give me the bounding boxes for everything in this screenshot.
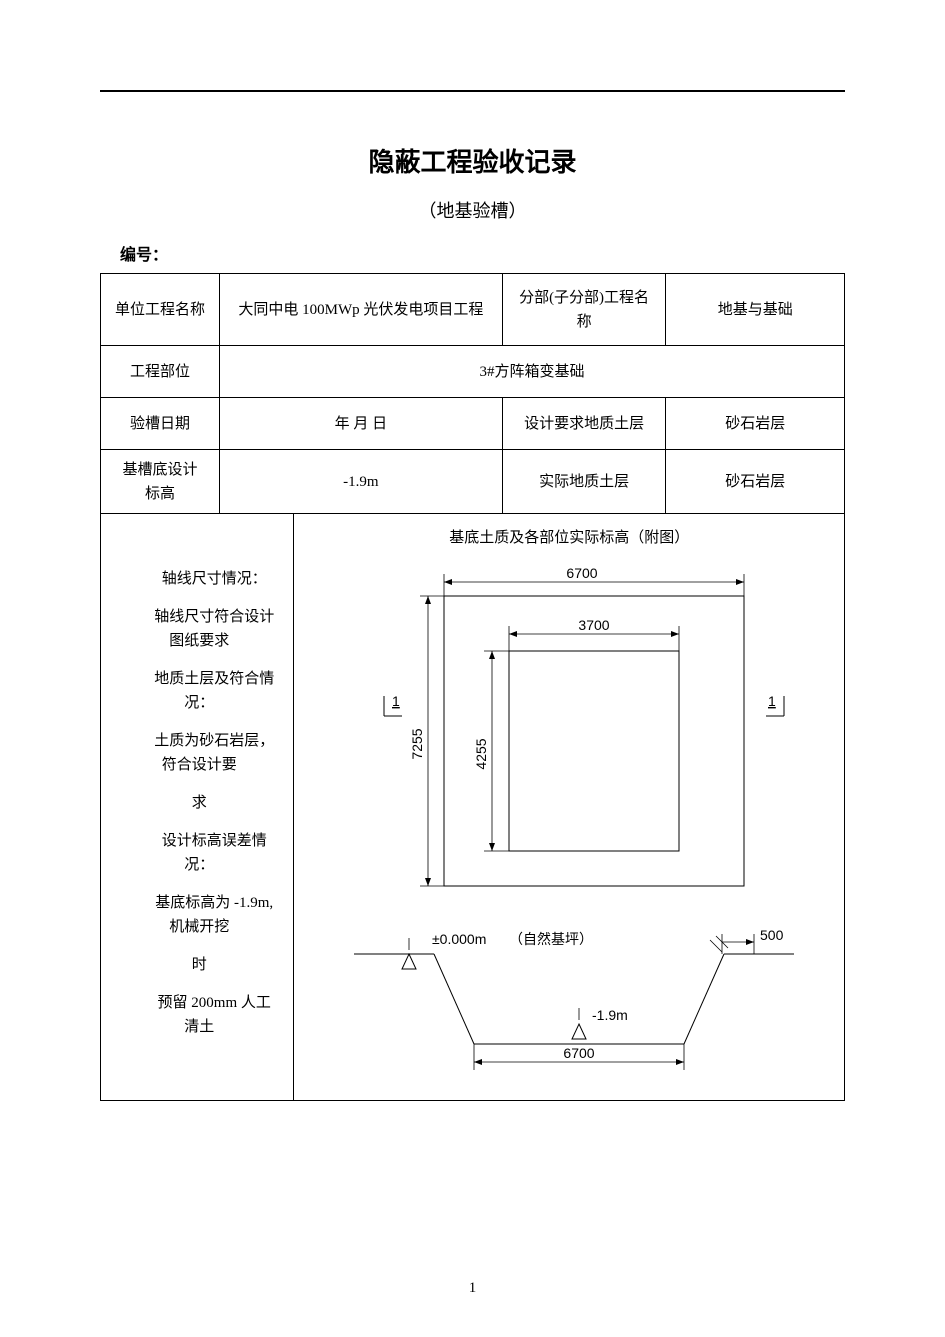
left-p5: 基底标高为 -1.9m,机械开挖 <box>121 891 277 939</box>
cell-date-label: 验槽日期 <box>101 398 220 450</box>
cell-part-value: 3#方阵箱变基础 <box>220 346 845 398</box>
section-diagram: ±0.000m （自然基坪） -1.9m 6700 <box>324 914 814 1084</box>
left-hdr: 轴线尺寸情况： <box>121 567 277 591</box>
serial-label: 编号： <box>120 247 168 264</box>
left-p4: 设计标高误差情况： <box>121 829 277 877</box>
table-row: 轴线尺寸情况： 轴线尺寸符合设计图纸要求 地质土层及符合情况： 土质为砂石岩层，… <box>101 514 845 1101</box>
cell-right-diagram: 基底土质及各部位实际标高（附图） 6700 <box>294 514 845 1101</box>
plan-diagram: 6700 3700 7255 <box>324 556 814 906</box>
cell-date-value: 年 月 日 <box>220 398 503 450</box>
table-row: 基槽底设计 标高 -1.9m 实际地质土层 砂石岩层 <box>101 450 845 514</box>
top-rule <box>100 90 845 92</box>
left-p3: 土质为砂石岩层，符合设计要 <box>121 729 277 777</box>
cell-subdiv-value: 地基与基础 <box>666 274 845 346</box>
mark-left-text: 1 <box>392 693 400 709</box>
left-p2: 地质土层及符合情况： <box>121 667 277 715</box>
left-p3b: 求 <box>121 791 277 815</box>
cell-design-soil-value: 砂石岩层 <box>666 398 845 450</box>
form-table: 单位工程名称 大同中电 100MWp 光伏发电项目工程 分部(子分部)工程名 称… <box>100 273 845 1101</box>
left-p5b: 时 <box>121 953 277 977</box>
dim-bottom-w: 6700 <box>564 1045 595 1061</box>
doc-title: 隐蔽工程验收记录 <box>100 142 845 179</box>
left-p1: 轴线尺寸符合设计图纸要求 <box>121 605 277 653</box>
serial-line: 编号： <box>120 241 845 265</box>
cell-subdiv-label: 分部(子分部)工程名 称 <box>502 274 666 346</box>
dim-inner-w: 3700 <box>579 617 610 633</box>
slope-mark: 500 <box>710 927 784 954</box>
table-row: 工程部位 3#方阵箱变基础 <box>101 346 845 398</box>
cell-left-notes: 轴线尺寸情况： 轴线尺寸符合设计图纸要求 地质土层及符合情况： 土质为砂石岩层，… <box>101 514 294 1101</box>
level-note: （自然基坪） <box>509 931 593 947</box>
cell-elev-label: 基槽底设计 标高 <box>101 450 220 514</box>
doc-subtitle: （地基验槽） <box>100 197 845 223</box>
dim-inner-h: 4255 <box>473 738 489 769</box>
cell-unit-proj-value: 大同中电 100MWp 光伏发电项目工程 <box>220 274 503 346</box>
cell-unit-proj-label: 单位工程名称 <box>101 274 220 346</box>
page-number: 1 <box>0 1280 945 1297</box>
dim-outer-h: 7255 <box>409 728 425 759</box>
cell-actual-soil-value: 砂石岩层 <box>666 450 845 514</box>
right-hdr: 基底土质及各部位实际标高（附图） <box>302 526 836 550</box>
cell-design-soil-label: 设计要求地质土层 <box>502 398 666 450</box>
level-zero: ±0.000m <box>432 931 486 947</box>
left-p6: 预留 200mm 人工清土 <box>121 991 277 1039</box>
slope-500: 500 <box>760 927 784 943</box>
mark-right-text: 1 <box>768 693 776 709</box>
table-row: 验槽日期 年 月 日 设计要求地质土层 砂石岩层 <box>101 398 845 450</box>
cell-part-label: 工程部位 <box>101 346 220 398</box>
dim-outer-w: 6700 <box>567 565 598 581</box>
depth-text: -1.9m <box>592 1007 628 1023</box>
table-row: 单位工程名称 大同中电 100MWp 光伏发电项目工程 分部(子分部)工程名 称… <box>101 274 845 346</box>
section-mark-right: 1 <box>766 693 784 716</box>
cell-actual-soil-label: 实际地质土层 <box>502 450 666 514</box>
section-mark-left: 1 <box>384 693 402 716</box>
cell-elev-value: -1.9m <box>220 450 503 514</box>
